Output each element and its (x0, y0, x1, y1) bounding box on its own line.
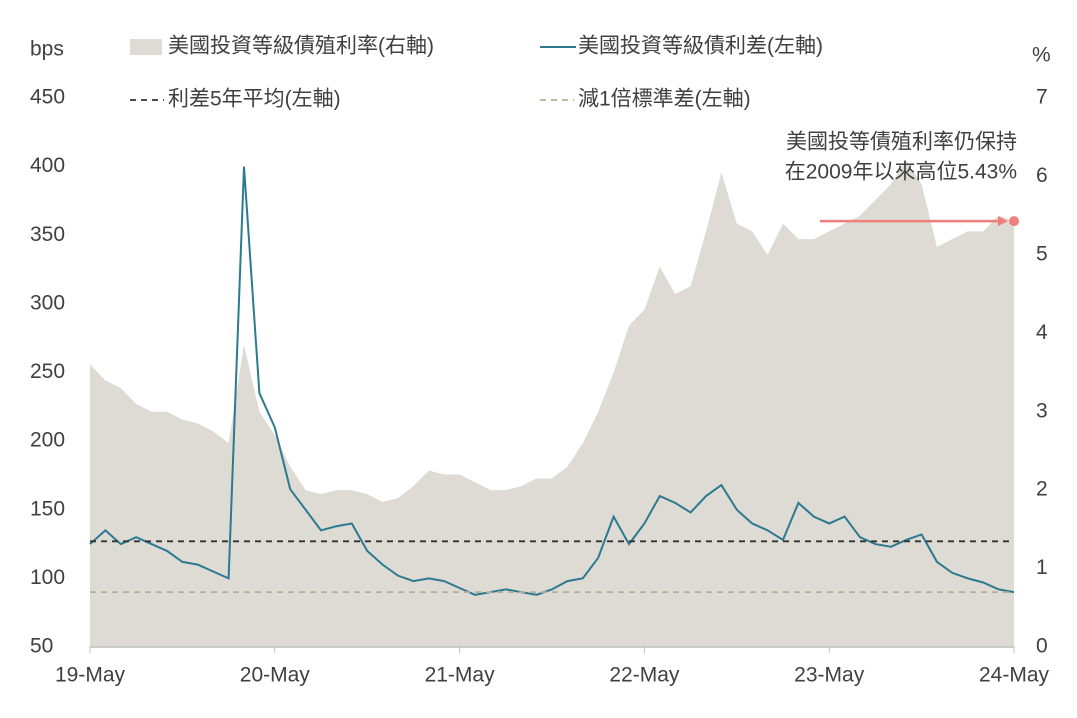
legend-label: 美國投資等級債殖利率(右軸) (168, 35, 434, 58)
legend-label: 美國投資等級債利差(左軸) (578, 35, 823, 58)
y-tick-label: 450 (30, 86, 65, 109)
y2-tick-label: 3 (1036, 399, 1048, 422)
annotation-text: 在2009年以來高位5.43% (785, 161, 1017, 184)
y-tick-label: 150 (30, 497, 65, 520)
x-tick-label: 19-May (55, 664, 126, 687)
annotation-text: 美國投等債殖利率仍保持 (786, 131, 1017, 154)
line (89, 166, 1015, 596)
y-tick-label: 200 (30, 429, 65, 452)
y-tick-label: 350 (30, 223, 65, 246)
x-tick-label: 22-May (609, 664, 680, 687)
y2-tick-label: 5 (1036, 242, 1048, 265)
y2-axis-label: % (1032, 44, 1051, 67)
y2-tick-label: 2 (1036, 478, 1048, 501)
y2-tick-label: 7 (1036, 86, 1048, 109)
y2-tick-label: 6 (1036, 164, 1048, 187)
y2-tick-label: 1 (1036, 556, 1048, 579)
legend-swatch (130, 39, 162, 55)
y-tick-label: 100 (30, 566, 65, 589)
x-tick-label: 24-May (979, 664, 1050, 687)
legend-label: 減1倍標準差(左軸) (578, 88, 751, 111)
y-tick-label: 300 (30, 291, 65, 314)
y2-tick-label: 0 (1036, 635, 1048, 658)
legend-label: 利差5年平均(左軸) (168, 88, 341, 111)
y-tick-label: 250 (30, 360, 65, 383)
x-tick-label: 23-May (794, 664, 865, 687)
area (90, 160, 1014, 647)
y2-tick-label: 4 (1036, 321, 1048, 344)
last-point (1009, 216, 1019, 227)
y-tick-label: 50 (30, 635, 53, 658)
annotation-arrowhead (998, 216, 1008, 227)
y-axis-label: bps (30, 38, 64, 61)
x-tick-label: 20-May (240, 664, 311, 687)
y-tick-label: 400 (30, 154, 65, 177)
x-tick-label: 21-May (425, 664, 496, 687)
